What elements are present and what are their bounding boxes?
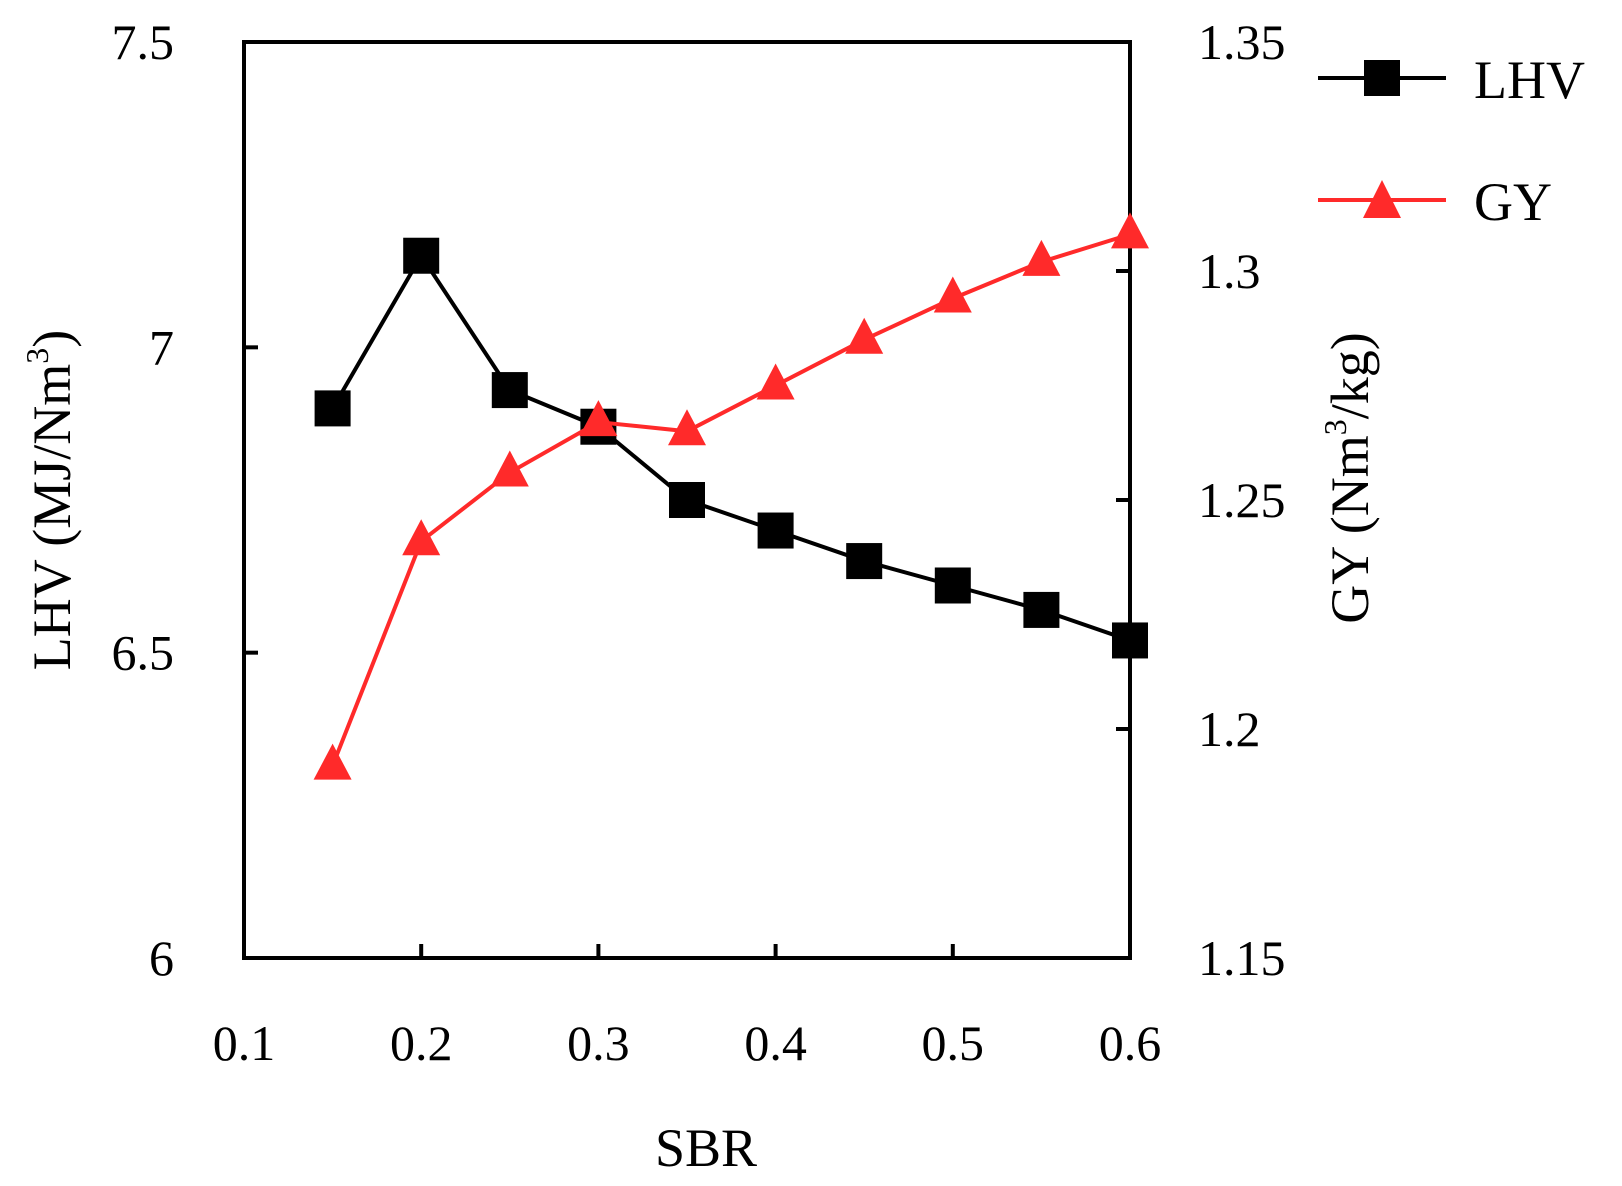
x-tick-label: 0.1 — [213, 1015, 276, 1071]
legend-gy-marker — [1363, 180, 1401, 218]
lhv-point — [1023, 591, 1060, 628]
gy-point — [1111, 212, 1149, 249]
right-tick-label: 1.3 — [1198, 243, 1261, 299]
left-tick-label: 7.5 — [112, 14, 175, 70]
lhv-point — [669, 482, 705, 518]
right-tick-label: 1.2 — [1198, 701, 1261, 757]
lhv-point — [934, 567, 971, 604]
gy-point — [668, 409, 706, 446]
right-axis-title-sup: 3 — [1317, 419, 1353, 435]
x-tick-label: 0.4 — [744, 1015, 807, 1071]
right-axis-title-main: GY (Nm — [1320, 435, 1380, 623]
x-tick-label: 0.5 — [922, 1015, 985, 1071]
left-axis-title-end: ) — [22, 330, 82, 348]
x-tick-label: 0.2 — [390, 1015, 453, 1071]
lhv-line — [330, 251, 1131, 643]
legend: LHV GY — [1318, 50, 1585, 232]
gy-point — [579, 400, 618, 437]
gy-point — [1022, 239, 1061, 276]
right-axis-title-end: /kg) — [1320, 332, 1380, 419]
legend-gy-label: GY — [1474, 172, 1552, 232]
series-layer — [313, 212, 1149, 780]
x-axis: 0.1 0.2 0.3 0.4 0.5 0.6 — [213, 944, 1162, 1071]
left-tick-label: 6.5 — [112, 625, 175, 681]
x-tick-label: 0.6 — [1099, 1015, 1162, 1071]
x-tick-label: 0.3 — [567, 1015, 630, 1071]
right-axis: 1.15 1.2 1.25 1.3 1.35 — [1116, 14, 1286, 986]
lhv-point — [403, 237, 440, 274]
gy-point — [933, 276, 972, 313]
lhv-point — [314, 390, 351, 427]
gy-point — [490, 450, 529, 487]
lhv-point — [846, 543, 883, 580]
gy-point — [756, 363, 795, 400]
gy-point — [402, 519, 441, 556]
left-tick-label: 7 — [149, 319, 174, 375]
legend-lhv-label: LHV — [1474, 50, 1585, 110]
legend-lhv-marker — [1364, 60, 1400, 96]
left-tick-label: 6 — [149, 930, 174, 986]
right-tick-label: 1.15 — [1198, 930, 1286, 986]
lhv-point — [491, 372, 528, 409]
x-axis-title: SBR — [655, 1118, 757, 1178]
right-tick-label: 1.35 — [1198, 14, 1286, 70]
right-tick-label: 1.25 — [1198, 472, 1286, 528]
lhv-point — [757, 512, 794, 549]
left-axis: 6 6.5 7 7.5 — [112, 14, 258, 986]
lhv-point — [1112, 622, 1148, 659]
gy-point — [313, 743, 352, 780]
left-axis-title-main: LHV (MJ/Nm — [22, 364, 82, 671]
left-axis-title-sup: 3 — [19, 348, 55, 364]
gy-point — [845, 317, 884, 354]
gy-line — [330, 232, 1131, 767]
right-axis-title: GY (Nm3/kg) — [1317, 332, 1380, 623]
left-axis-title: LHV (MJ/Nm3) — [19, 330, 82, 671]
